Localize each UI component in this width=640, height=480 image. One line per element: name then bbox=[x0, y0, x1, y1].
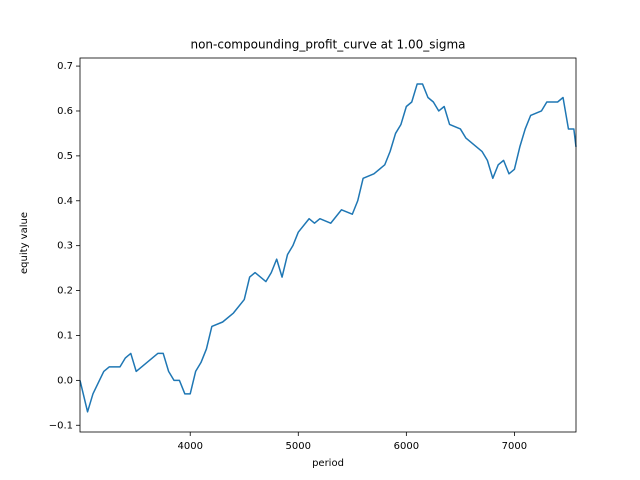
chart-title: non-compounding_profit_curve at 1.00_sig… bbox=[190, 38, 465, 52]
y-tick-label: 0.1 bbox=[57, 330, 73, 341]
y-tick-label: 0.2 bbox=[57, 286, 73, 297]
x-axis-label: period bbox=[312, 458, 344, 469]
y-axis-label: equity value bbox=[19, 212, 30, 274]
x-tick-label: 7000 bbox=[502, 441, 527, 452]
x-tick-label: 4000 bbox=[177, 441, 202, 452]
plot-frame bbox=[79, 57, 577, 433]
y-tick-label: −0.1 bbox=[49, 420, 73, 431]
x-tick-label: 6000 bbox=[394, 441, 419, 452]
y-tick-label: 0.5 bbox=[57, 151, 73, 162]
y-tick-label: 0.4 bbox=[57, 196, 73, 207]
y-tick-label: 0.0 bbox=[57, 375, 73, 386]
data-line bbox=[79, 83, 577, 413]
x-tick-label: 5000 bbox=[286, 441, 311, 452]
y-tick-label: 0.7 bbox=[57, 61, 73, 72]
y-tick-label: 0.3 bbox=[57, 241, 73, 252]
y-tick-label: 0.6 bbox=[57, 106, 73, 117]
